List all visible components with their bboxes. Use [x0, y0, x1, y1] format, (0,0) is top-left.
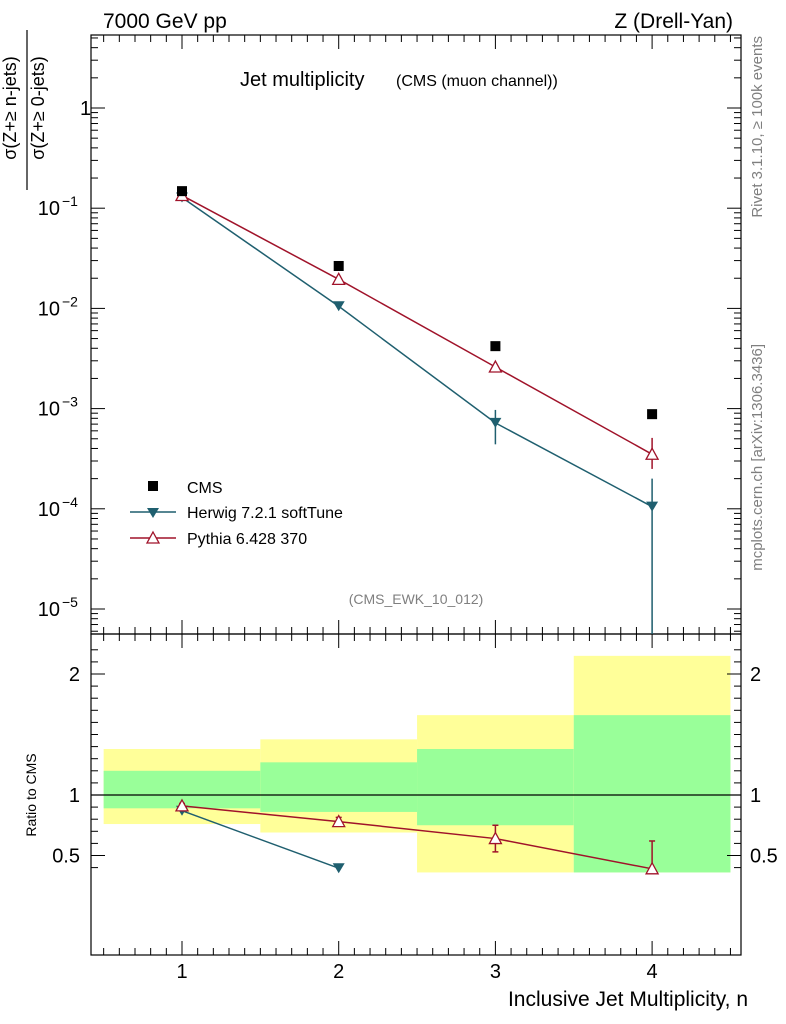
- ratio-pythia-line: [181, 805, 653, 870]
- x-tick-label: 2: [333, 961, 344, 983]
- pythia-line: [181, 194, 653, 455]
- legend-cms-marker: [148, 481, 158, 491]
- cms-point: [333, 260, 344, 271]
- chart-subtitle: (CMS (muon channel)): [396, 73, 558, 90]
- ratio-herwig-point: [332, 863, 345, 874]
- y-label-denominator: σ(Z+≥ 0-jets): [28, 56, 48, 160]
- legend-cms-label: CMS: [187, 480, 223, 497]
- herwig-point: [646, 501, 659, 512]
- ratio-band-inner-2: [417, 749, 574, 826]
- ratio-pythia-point: [645, 861, 660, 875]
- y-tick-label-3: 10: [38, 399, 60, 421]
- herwig-line: [181, 196, 653, 508]
- y-tick-label-4: 10: [38, 499, 60, 521]
- legend-pythia-label: Pythia 6.428 370: [187, 531, 307, 548]
- x-axis-label: Inclusive Jet Multiplicity, n: [508, 988, 748, 1011]
- y-tick-label-exp-3: −3: [62, 394, 78, 410]
- legend-herwig-label: Herwig 7.2.1 softTune: [187, 505, 343, 522]
- legend-pythia-marker: [145, 530, 161, 544]
- y-tick-label-1: 10: [38, 198, 60, 220]
- y-tick-label-5: 10: [38, 599, 60, 621]
- y-tick-label-0: 1: [80, 98, 91, 120]
- chart-marks: 110 −110 −210 −310 −410 −51 2 3 40.5 0.51 12 2: [38, 34, 778, 983]
- legend-herwig-marker: [147, 508, 159, 518]
- pythia-point: [645, 446, 660, 460]
- ratio-y-tick-label-right: 2: [750, 664, 761, 686]
- ratio-y-tick-label-right: 0.5: [750, 846, 778, 868]
- y-tick-label-2: 10: [38, 298, 60, 320]
- x-tick-label: 3: [490, 961, 501, 983]
- ratio-y-tick-label-right: 1: [750, 785, 761, 807]
- legend: CMS Herwig 7.2.1 softTune Pythia 6.428 3…: [130, 480, 343, 548]
- mcplots-label: mcplots.cern.ch [arXiv:1306.3436]: [749, 344, 766, 571]
- herwig-point: [332, 301, 345, 312]
- pythia-point: [331, 271, 346, 285]
- pythia-point: [488, 359, 503, 373]
- y-tick-label-exp-2: −2: [62, 293, 78, 309]
- cms-point: [647, 409, 658, 420]
- x-tick-label: 1: [176, 961, 187, 983]
- cms-point: [177, 186, 187, 197]
- ratio-y-tick-label-left: 0.5: [52, 846, 80, 868]
- ratio-y-tick-label-left: 1: [69, 785, 80, 807]
- ratio-pythia-point: [488, 831, 503, 845]
- header-left: 7000 GeV pp: [103, 10, 227, 33]
- ratio-y-label: Ratio to CMS: [23, 753, 39, 836]
- ratio-band-inner-1: [260, 762, 418, 812]
- ratio-pythia-point: [174, 798, 190, 812]
- x-tick-label: 4: [647, 961, 658, 983]
- chart-title: Jet multiplicity: [240, 69, 364, 91]
- ratio-y-tick-label-left: 2: [69, 664, 80, 686]
- watermark-label: (CMS_EWK_10_012): [349, 591, 484, 607]
- rivet-label: Rivet 3.1.10, ≥ 100k events: [749, 36, 766, 218]
- cms-point: [490, 341, 501, 352]
- ratio-herwig-line: [181, 810, 339, 869]
- y-axis-label: σ(Z+≥ n-jets) σ(Z+≥ 0-jets): [0, 30, 48, 190]
- header-right: Z (Drell-Yan): [614, 10, 733, 33]
- herwig-point: [489, 417, 502, 428]
- y-tick-label-exp-5: −5: [62, 594, 78, 610]
- y-label-numerator: σ(Z+≥ n-jets): [0, 56, 20, 160]
- ratio-pythia-point: [331, 814, 346, 828]
- y-tick-label-exp-4: −4: [62, 494, 78, 510]
- y-tick-label-exp-1: −1: [62, 193, 78, 209]
